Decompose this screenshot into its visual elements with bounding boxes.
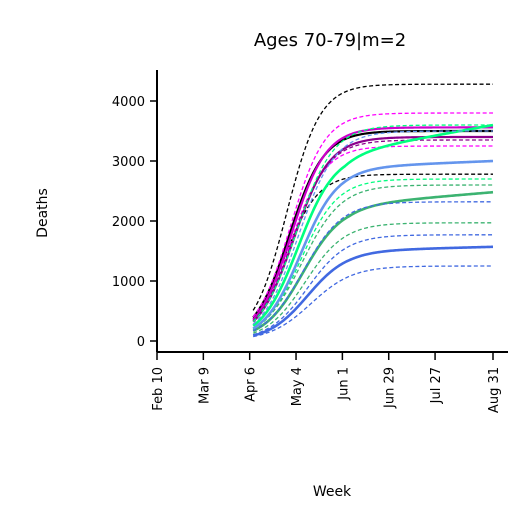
series-line-15	[252, 159, 494, 330]
x-tick-label: Aug 31	[487, 367, 502, 413]
series-line-10	[252, 124, 493, 323]
x-tick-label: Jul 27	[429, 367, 444, 404]
series-line-11	[252, 178, 493, 330]
x-tick-label: Feb 10	[151, 367, 166, 411]
series-line-20	[253, 265, 493, 338]
y-tick-label: 4000	[112, 95, 145, 110]
series-line-18	[252, 245, 494, 337]
y-ticks: 0 1000 2000 3000 4000	[112, 95, 157, 350]
y-tick-label: 0	[137, 335, 145, 350]
series-line-6	[252, 126, 493, 321]
chart-title: Ages 70-79|m=2	[254, 30, 406, 51]
series-line-16	[252, 130, 493, 325]
series-line-3	[252, 129, 493, 319]
series-line-19	[252, 234, 493, 336]
x-tick-label: Mar 9	[197, 367, 212, 404]
y-axis-label: Deaths	[35, 188, 51, 238]
x-tick-label: May 4	[290, 367, 305, 406]
series-line-9	[252, 123, 494, 327]
x-tick-label: Apr 6	[244, 367, 259, 402]
plot-lines	[252, 83, 494, 338]
y-tick-label: 2000	[112, 215, 145, 230]
series-line-1	[252, 83, 493, 311]
x-axis-label: Week	[313, 484, 352, 500]
series-line-17	[252, 201, 493, 332]
x-tick-label: Jun 1	[336, 367, 351, 401]
x-tick-label: Jun 29	[383, 367, 398, 409]
series-line-14	[252, 222, 493, 334]
y-tick-label: 3000	[112, 155, 145, 170]
x-ticks: Feb 10 Mar 9 Apr 6 May 4 Jun 1 Jun 29 Jul 27 Au…	[151, 352, 502, 413]
series-line-4	[252, 112, 493, 318]
series-line-13	[252, 184, 493, 330]
series-line-5	[252, 145, 493, 321]
y-tick-label: 1000	[112, 275, 145, 290]
